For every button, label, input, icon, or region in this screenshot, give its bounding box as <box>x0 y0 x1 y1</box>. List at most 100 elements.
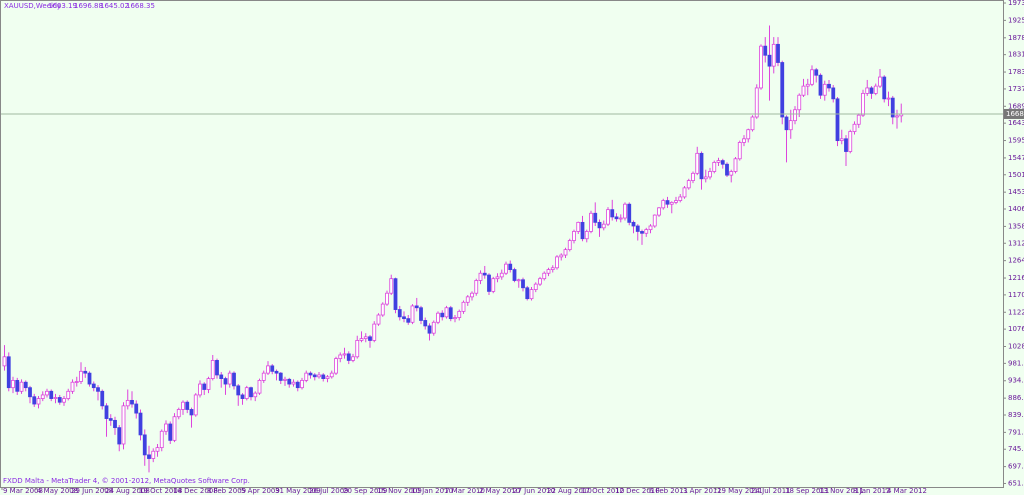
y-tick-label: 1406.75 <box>1008 205 1024 213</box>
candle-body <box>759 45 763 89</box>
candle-body <box>380 303 385 316</box>
candle-body <box>291 381 296 385</box>
candle-body <box>444 307 449 318</box>
candle-body <box>223 378 228 385</box>
candle-body <box>873 85 878 94</box>
candle-body <box>895 115 899 118</box>
candle-body <box>780 62 785 118</box>
candle-body <box>542 272 547 280</box>
candle-body <box>525 287 530 300</box>
candle-body <box>329 372 334 378</box>
candle-body <box>317 374 321 378</box>
x-tick-label: 31 May 2009 <box>275 487 321 495</box>
candle-body <box>32 396 37 405</box>
y-tick-label: 1216.80 <box>1008 274 1024 282</box>
y-tick-label: 651.30 <box>1008 479 1024 487</box>
candle-body <box>91 383 96 389</box>
candle-body <box>691 172 695 181</box>
candle-body <box>665 200 670 205</box>
candle-body <box>538 278 542 285</box>
candle-body <box>827 83 831 89</box>
y-tick-label: 1501.00 <box>1008 171 1024 179</box>
candle-body <box>474 280 479 294</box>
candle-body <box>529 289 534 300</box>
candle-body <box>533 283 538 290</box>
y-tick-label: 1547.40 <box>1008 154 1024 162</box>
candle-body <box>495 276 500 280</box>
candle-body <box>703 176 708 180</box>
candle-body <box>695 152 700 174</box>
candle-body <box>104 405 109 419</box>
candle-body <box>385 292 389 305</box>
x-tick-label: 6 Feb 2011 <box>649 487 688 495</box>
candle-body <box>818 74 823 96</box>
x-tick-label: 27 Jun 2010 <box>513 487 555 495</box>
candle-body <box>134 403 139 414</box>
candle-body <box>763 45 768 56</box>
x-tick-label: 29 Jun 2008 <box>71 487 113 495</box>
candle-body <box>712 162 717 172</box>
candle-body <box>427 325 432 334</box>
candle-body <box>482 272 487 276</box>
candle-body <box>576 221 581 232</box>
ohlc-high: 1696.88 <box>74 2 103 10</box>
candle-body <box>372 323 377 341</box>
y-tick-label: 1595.25 <box>1008 137 1024 145</box>
candle-body <box>810 69 814 85</box>
candle-body <box>287 378 292 385</box>
candle-body <box>96 387 100 392</box>
candle-body <box>861 92 865 116</box>
candle-body <box>249 387 253 398</box>
candle-body <box>635 225 640 232</box>
candle-body <box>283 378 287 381</box>
candle-body <box>776 43 780 63</box>
current-price-box <box>1004 108 1024 119</box>
candle-body <box>865 87 870 94</box>
x-tick-label: 17 Oct 2010 <box>581 487 624 495</box>
candle-body <box>236 385 241 396</box>
candle-body <box>87 372 92 385</box>
y-tick-label: 1689.50 <box>1008 102 1024 110</box>
candle-body <box>436 312 440 323</box>
candle-body <box>580 221 585 240</box>
candle-body <box>805 83 810 87</box>
x-tick-label: 12 Dec 2010 <box>615 487 660 495</box>
candle-body <box>559 254 564 258</box>
candle-body <box>618 217 623 220</box>
candle-body <box>750 116 755 131</box>
candle-body <box>886 97 891 100</box>
candle-body <box>563 249 568 256</box>
candle-body <box>113 419 117 429</box>
candle-body <box>491 278 496 292</box>
ohlc-low: 1645.02 <box>100 2 129 10</box>
candle-body <box>788 120 793 131</box>
candle-body <box>504 263 508 274</box>
candle-body <box>206 378 211 390</box>
x-tick-label: 24 Aug 2008 <box>105 487 150 495</box>
candle-body <box>644 229 649 234</box>
candle-body <box>831 87 836 100</box>
ohlc-close: 1668.35 <box>126 2 155 10</box>
candle-body <box>79 370 83 382</box>
y-tick-label: 697.70 <box>1008 463 1024 471</box>
candle-body <box>767 54 772 67</box>
candle-body <box>121 405 126 445</box>
candle-body <box>797 94 802 111</box>
candle-body <box>240 394 245 399</box>
candle-body <box>597 221 602 229</box>
candle-body <box>869 87 874 94</box>
candle-body <box>661 200 666 209</box>
candle-body <box>729 171 734 176</box>
candle-body <box>147 454 151 459</box>
candle-body <box>614 216 619 220</box>
candle-body <box>172 416 177 441</box>
candle-body <box>890 97 895 118</box>
candle-body <box>610 209 615 218</box>
x-tick-label: 8 Jan 2012 <box>853 487 891 495</box>
candle-body <box>593 212 598 223</box>
candle-body <box>257 380 262 394</box>
candle-body <box>189 409 194 416</box>
y-tick-label: 1737.25 <box>1008 85 1024 93</box>
candle-body <box>584 231 589 240</box>
candle-body <box>270 365 275 372</box>
